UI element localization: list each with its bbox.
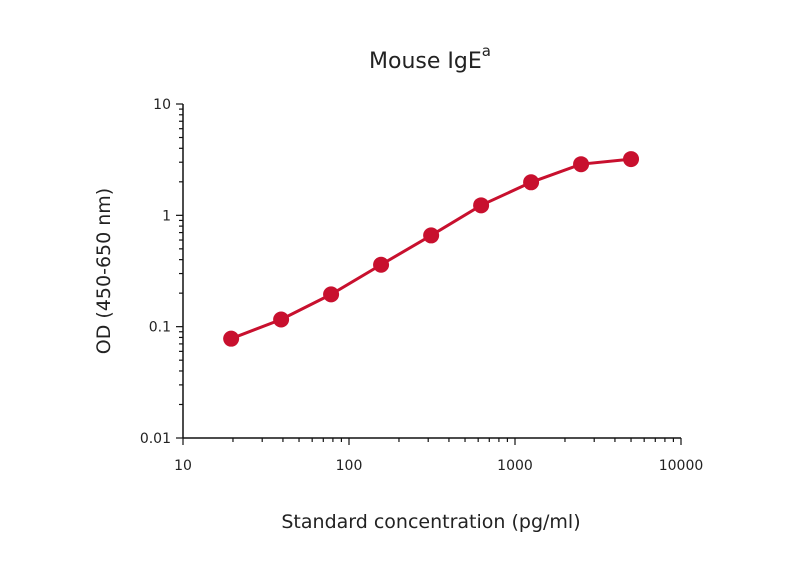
y-axis-label: OD (450-650 nm) bbox=[93, 188, 115, 354]
data-point bbox=[473, 197, 490, 214]
data-point bbox=[373, 256, 390, 273]
y-tick-label: 1 bbox=[162, 208, 171, 224]
data-point bbox=[273, 311, 290, 328]
data-point bbox=[323, 286, 340, 303]
data-point bbox=[223, 330, 240, 347]
data-point bbox=[623, 151, 640, 168]
x-tick-label: 10 bbox=[174, 458, 192, 474]
y-tick-label: 0.01 bbox=[140, 431, 171, 447]
chart-title: Mouse IgEa bbox=[369, 42, 491, 74]
x-tick-label: 100 bbox=[336, 458, 363, 474]
y-tick-label: 10 bbox=[153, 97, 171, 113]
data-point bbox=[423, 227, 440, 244]
series-line bbox=[230, 157, 632, 341]
data-point bbox=[573, 156, 590, 173]
y-tick-label: 0.1 bbox=[149, 320, 171, 336]
data-point bbox=[523, 174, 540, 191]
x-tick-label: 1000 bbox=[497, 458, 533, 474]
x-axis-label: Standard concentration (pg/ml) bbox=[281, 511, 580, 533]
x-tick-label: 10000 bbox=[659, 458, 704, 474]
